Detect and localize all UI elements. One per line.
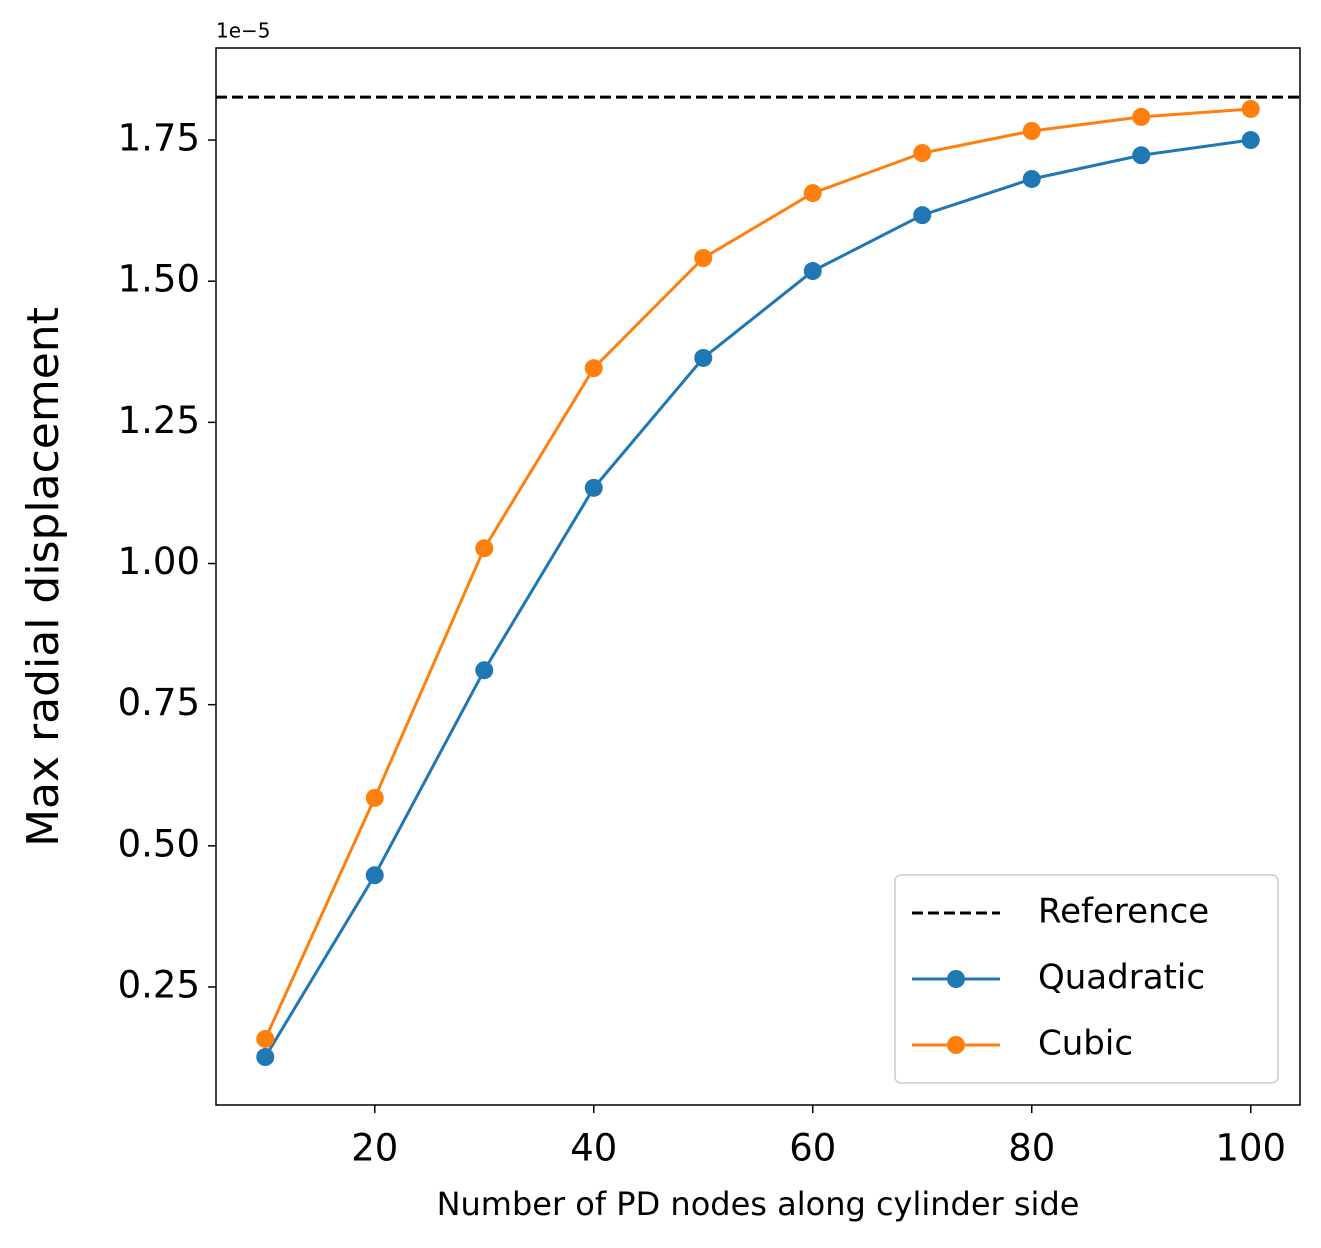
plot-frame — [215, 47, 1301, 1106]
y-tick-label: 1.75 — [118, 117, 200, 160]
data-point — [694, 249, 713, 268]
y-axis-label: Max radial displacement — [18, 307, 69, 847]
x-tick-label: 40 — [570, 1127, 617, 1170]
data-point — [256, 1048, 275, 1067]
data-point — [1241, 99, 1260, 118]
data-point — [913, 206, 932, 225]
data-point — [365, 866, 384, 885]
y-tick-label: 0.50 — [118, 822, 200, 865]
x-tick-label: 20 — [351, 1127, 398, 1170]
data-point — [1022, 169, 1041, 188]
legend-label: Reference — [1038, 892, 1209, 932]
data-point — [365, 788, 384, 807]
data-point — [475, 539, 494, 558]
series-line — [263, 138, 1251, 1058]
x-tick-label: 60 — [789, 1127, 836, 1170]
y-tick-label: 0.75 — [118, 681, 200, 724]
data-point — [256, 1029, 275, 1048]
data-point — [475, 661, 494, 680]
data-point — [803, 184, 822, 203]
data-point — [1132, 146, 1151, 165]
data-point — [584, 478, 603, 497]
y-tick-label: 1.00 — [118, 540, 200, 583]
legend-label: Cubic — [1038, 1024, 1133, 1064]
legend-label: Quadratic — [1038, 958, 1205, 998]
legend-box — [894, 874, 1279, 1084]
x-axis-label: Number of PD nodes along cylinder side — [437, 1185, 1080, 1223]
data-point — [1241, 131, 1260, 150]
x-tick-label: 100 — [1215, 1127, 1286, 1170]
y-tick-label: 0.25 — [118, 963, 200, 1006]
x-tick-label: 80 — [1008, 1127, 1055, 1170]
y-offset-label: 1e−5 — [216, 19, 271, 43]
legend-marker — [947, 1036, 965, 1054]
y-tick-label: 1.50 — [118, 258, 200, 301]
data-point — [803, 262, 822, 281]
data-point — [1132, 107, 1151, 126]
data-point — [694, 348, 713, 367]
data-point — [584, 359, 603, 378]
data-point — [913, 144, 932, 163]
series-line — [263, 107, 1251, 1040]
data-point — [1022, 122, 1041, 141]
y-tick-label: 1.25 — [118, 399, 200, 442]
legend-marker — [947, 970, 965, 988]
